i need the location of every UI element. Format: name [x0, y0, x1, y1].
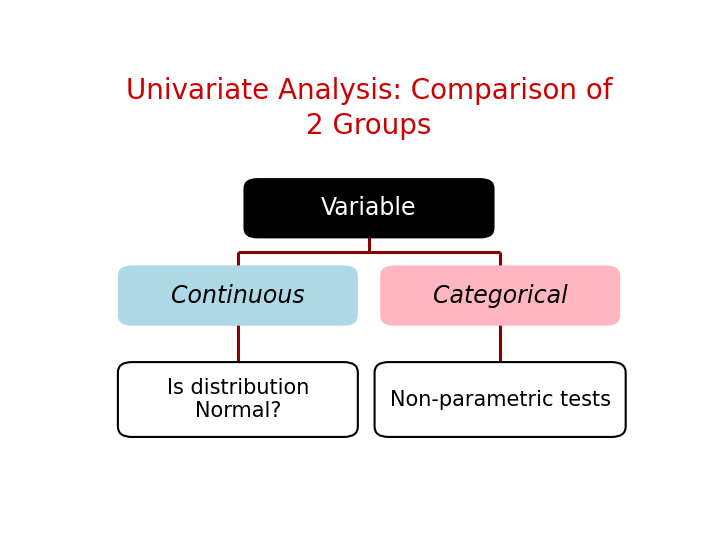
FancyBboxPatch shape: [243, 178, 495, 238]
FancyBboxPatch shape: [118, 362, 358, 437]
FancyBboxPatch shape: [374, 362, 626, 437]
Text: Continuous: Continuous: [171, 284, 305, 308]
FancyBboxPatch shape: [380, 266, 620, 326]
Text: Is distribution
Normal?: Is distribution Normal?: [167, 378, 309, 421]
Text: Variable: Variable: [321, 196, 417, 220]
FancyBboxPatch shape: [118, 266, 358, 326]
Text: Univariate Analysis: Comparison of
2 Groups: Univariate Analysis: Comparison of 2 Gro…: [126, 77, 612, 140]
Text: Non-parametric tests: Non-parametric tests: [390, 389, 611, 409]
Text: Categorical: Categorical: [433, 284, 567, 308]
